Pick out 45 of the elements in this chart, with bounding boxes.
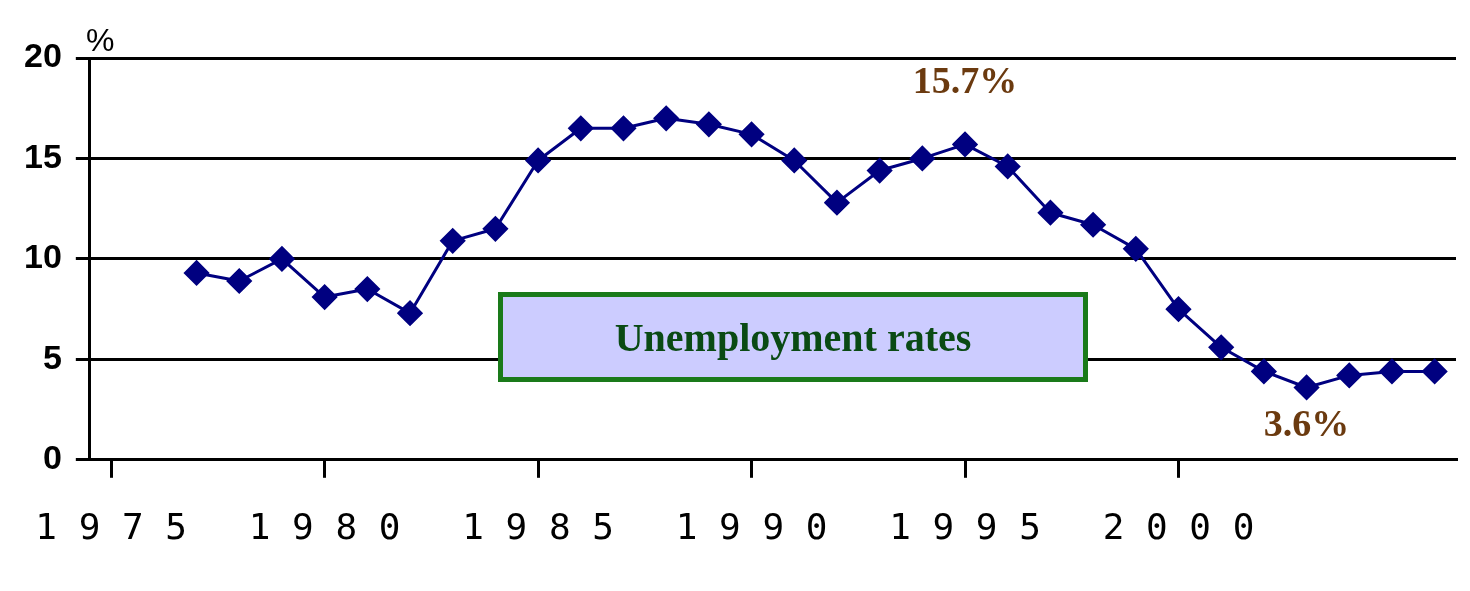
- point: [1208, 334, 1234, 360]
- annotation: 3.6%: [1263, 402, 1350, 445]
- y-tick-label: 0: [42, 438, 62, 477]
- point: [269, 246, 295, 272]
- point: [1379, 358, 1405, 384]
- point: [1422, 358, 1448, 384]
- x-tick-label: 1 9 8 0: [248, 505, 401, 547]
- point: [781, 147, 807, 173]
- point: [824, 190, 850, 216]
- y-axis-title: %: [86, 22, 115, 59]
- point: [354, 276, 380, 302]
- x-tick-label: 1 9 8 5: [462, 505, 614, 547]
- point: [1294, 374, 1320, 400]
- point: [909, 145, 935, 171]
- x-tick-label: 2 0 0 0: [1102, 505, 1255, 547]
- point: [952, 131, 978, 157]
- point: [867, 158, 893, 183]
- point: [1251, 358, 1277, 384]
- x-tick-label: 1 9 9 0: [675, 505, 828, 547]
- point: [1080, 212, 1106, 238]
- y-tick-label: 20: [23, 36, 62, 75]
- point: [1336, 362, 1362, 388]
- point: [1123, 236, 1149, 262]
- point: [610, 115, 636, 141]
- point: [1165, 296, 1191, 322]
- annotation: 15.7%: [912, 59, 1018, 102]
- x-tick-label: 1 9 7 5: [35, 505, 188, 547]
- point: [440, 228, 466, 254]
- point: [653, 105, 679, 131]
- point: [995, 153, 1021, 179]
- point: [397, 300, 423, 326]
- point: [1037, 200, 1063, 226]
- point: [525, 147, 551, 173]
- point: [184, 260, 210, 286]
- y-tick-label: 10: [23, 237, 62, 276]
- y-tick-label: 5: [42, 337, 62, 376]
- point: [696, 111, 722, 137]
- title-box: Unemployment rates: [498, 292, 1088, 382]
- point: [739, 121, 765, 147]
- point: [226, 268, 252, 294]
- point: [482, 216, 508, 242]
- y-tick-label: 15: [23, 136, 62, 175]
- point: [312, 284, 338, 310]
- point: [568, 115, 594, 141]
- x-tick-label: 1 9 9 5: [889, 505, 1041, 547]
